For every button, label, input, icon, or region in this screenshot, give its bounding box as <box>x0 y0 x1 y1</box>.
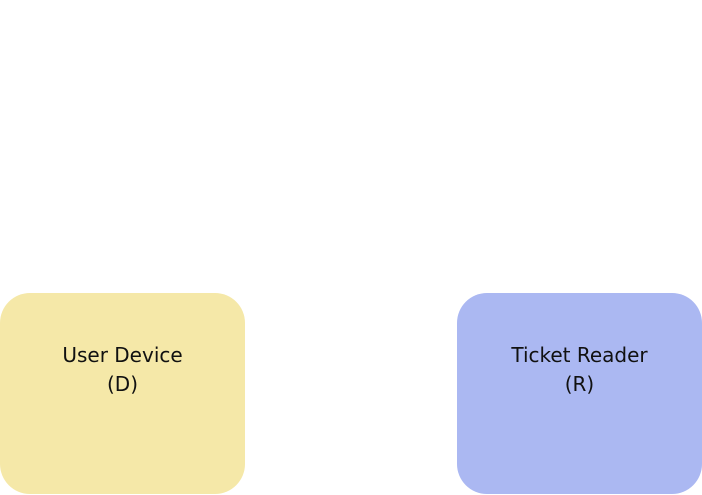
ticket-reader-label: Ticket Reader <box>511 343 648 367</box>
ticket-reader-sublabel: (R) <box>564 372 595 396</box>
ticket-reader-node: Ticket Reader (R) <box>457 293 702 494</box>
user-device-text: User Device (D) <box>0 341 245 399</box>
user-device-node: User Device (D) <box>0 293 245 494</box>
user-device-label: User Device <box>62 343 183 367</box>
user-device-sublabel: (D) <box>106 372 138 396</box>
ticket-reader-text: Ticket Reader (R) <box>457 341 702 399</box>
